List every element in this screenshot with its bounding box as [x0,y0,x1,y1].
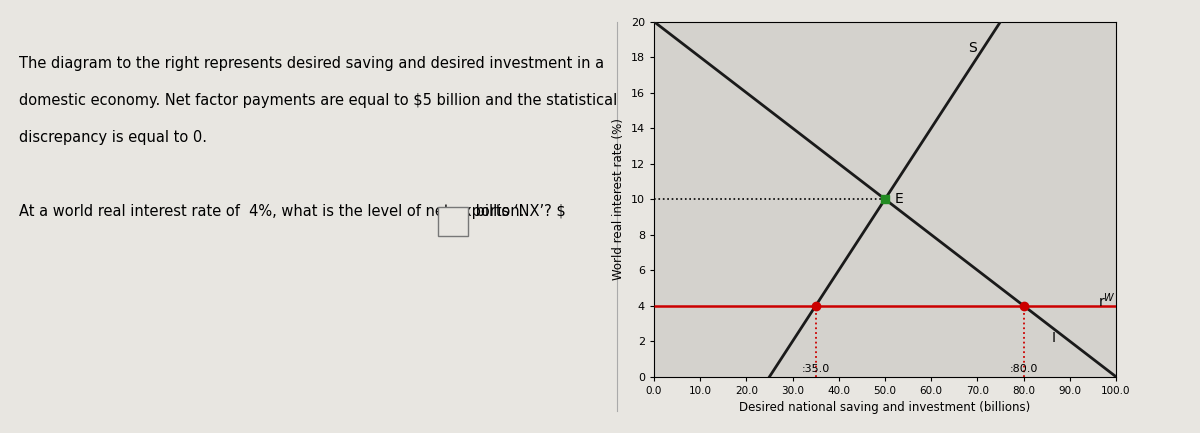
FancyBboxPatch shape [438,207,468,236]
Text: r$^W$: r$^W$ [1098,291,1115,310]
Text: :35.0: :35.0 [802,364,830,374]
Text: E: E [894,192,902,206]
Text: discrepancy is equal to 0.: discrepancy is equal to 0. [19,130,206,145]
Text: :80.0: :80.0 [1009,364,1038,374]
Text: domestic economy. Net factor payments are equal to $5 billion and the statistica: domestic economy. Net factor payments ar… [19,93,617,108]
Text: I: I [1051,331,1055,345]
Text: billion.: billion. [472,204,524,219]
Text: At a world real interest rate of  4%, what is the level of net exports ‘NX’? $: At a world real interest rate of 4%, wha… [19,204,565,219]
Text: S: S [968,41,977,55]
Y-axis label: World real interest rate (%): World real interest rate (%) [612,118,625,280]
Text: The diagram to the right represents desired saving and desired investment in a: The diagram to the right represents desi… [19,56,604,71]
X-axis label: Desired national saving and investment (billions): Desired national saving and investment (… [739,401,1031,414]
